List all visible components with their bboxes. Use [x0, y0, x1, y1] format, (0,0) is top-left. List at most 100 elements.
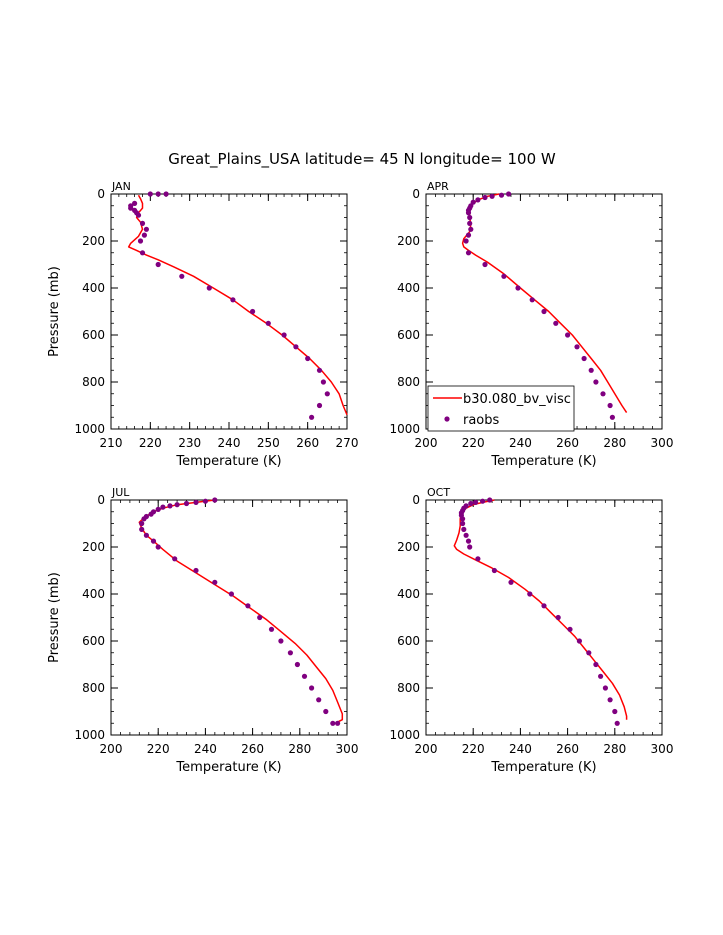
- raobs-point: [155, 544, 161, 550]
- raobs-point: [541, 308, 547, 315]
- legend-box: [427, 385, 575, 432]
- raobs-point: [143, 532, 149, 538]
- raobs-point: [268, 626, 275, 632]
- x-tick-label: 200: [415, 742, 438, 756]
- raobs-point: [467, 220, 473, 226]
- x-tick-label: 230: [178, 436, 201, 450]
- model-profile-line: [461, 193, 628, 414]
- raobs-point: [460, 516, 466, 522]
- raobs-point: [212, 579, 218, 585]
- raobs-point: [475, 197, 481, 203]
- panel-label: JUL: [111, 486, 130, 499]
- raobs-point: [193, 499, 199, 505]
- raobs-point: [598, 673, 604, 679]
- raobs-point: [143, 226, 149, 232]
- raobs-point: [250, 308, 256, 315]
- raobs-point: [174, 502, 180, 508]
- panel-label: APR: [427, 180, 449, 193]
- legend-obs-label: raobs: [463, 413, 500, 428]
- raobs-point: [506, 191, 512, 197]
- x-tick-label: 260: [556, 742, 579, 756]
- x-axis-label: Temperature (K): [175, 454, 281, 469]
- raobs-point: [527, 591, 533, 597]
- raobs-point: [141, 516, 147, 522]
- raobs-point: [600, 391, 606, 397]
- y-tick-label: 0: [412, 493, 420, 507]
- x-tick-label: 300: [651, 436, 674, 450]
- raobs-point: [141, 232, 147, 238]
- raobs-point: [147, 191, 153, 197]
- raobs-point: [612, 708, 618, 715]
- raobs-point: [555, 614, 561, 621]
- raobs-point: [160, 504, 166, 510]
- x-tick-label: 300: [651, 742, 674, 756]
- raobs-point: [150, 538, 157, 544]
- raobs-point: [574, 344, 580, 350]
- raobs-point: [586, 650, 592, 656]
- raobs-point: [309, 414, 315, 420]
- raobs-point: [245, 603, 251, 609]
- y-tick-label: 200: [397, 540, 420, 554]
- raobs-point: [565, 332, 571, 338]
- raobs-point: [553, 320, 559, 326]
- raobs-point: [206, 285, 212, 291]
- raobs-point: [468, 226, 474, 232]
- raobs-point: [230, 297, 236, 303]
- y-axis-label: Pressure (mb): [47, 266, 62, 357]
- legend-obs-marker: [444, 416, 450, 422]
- x-tick-label: 300: [336, 742, 359, 756]
- x-axis-label: Temperature (K): [490, 760, 596, 775]
- raobs-point: [489, 193, 495, 199]
- raobs-point: [480, 498, 486, 504]
- x-tick-label: 270: [336, 436, 359, 450]
- raobs-point: [257, 614, 263, 621]
- raobs-point: [309, 685, 315, 691]
- raobs-point: [139, 520, 145, 527]
- y-tick-label: 800: [397, 681, 420, 695]
- raobs-point: [155, 506, 161, 512]
- y-tick-label: 0: [97, 493, 105, 507]
- raobs-point: [324, 391, 330, 397]
- raobs-point: [465, 538, 472, 544]
- raobs-point: [281, 332, 287, 338]
- y-tick-label: 1000: [389, 728, 420, 742]
- raobs-point: [155, 261, 161, 268]
- y-tick-label: 0: [97, 187, 105, 201]
- raobs-point: [588, 367, 594, 373]
- raobs-point: [155, 191, 161, 197]
- x-tick-label: 220: [462, 436, 485, 450]
- raobs-point: [593, 661, 599, 668]
- x-tick-label: 220: [147, 742, 170, 756]
- raobs-point: [482, 261, 488, 268]
- raobs-point: [305, 355, 311, 362]
- raobs-point: [265, 320, 271, 326]
- raobs-point: [148, 511, 154, 517]
- panel-label: OCT: [427, 486, 450, 499]
- raobs-point: [316, 367, 323, 373]
- raobs-point: [172, 556, 178, 562]
- x-tick-label: 260: [296, 436, 319, 450]
- y-tick-label: 200: [82, 540, 105, 554]
- legend: b30.080_bv_visc raobs: [427, 385, 575, 432]
- raobs-point: [491, 567, 497, 574]
- raobs-point: [132, 200, 138, 206]
- x-tick-label: 220: [139, 436, 162, 450]
- panel-oct: 200 220 240 260 280 300 0 200 400 600 800 1000 OCT Te…: [389, 486, 673, 775]
- raobs-point: [475, 556, 481, 562]
- raobs-point: [467, 544, 473, 550]
- raobs-point: [465, 232, 472, 238]
- raobs-point: [508, 579, 514, 585]
- raobs-point: [139, 250, 146, 256]
- x-tick-label: 220: [462, 742, 485, 756]
- raobs-point: [320, 379, 326, 385]
- raobs-point: [139, 526, 145, 533]
- x-tick-label: 280: [288, 742, 311, 756]
- x-tick-label: 250: [257, 436, 280, 450]
- x-tick-label: 240: [218, 436, 241, 450]
- y-tick-label: 400: [82, 281, 105, 295]
- raobs-point: [301, 673, 308, 679]
- raobs-point: [287, 650, 293, 656]
- x-tick-label: 200: [415, 436, 438, 450]
- x-tick-label: 240: [509, 436, 532, 450]
